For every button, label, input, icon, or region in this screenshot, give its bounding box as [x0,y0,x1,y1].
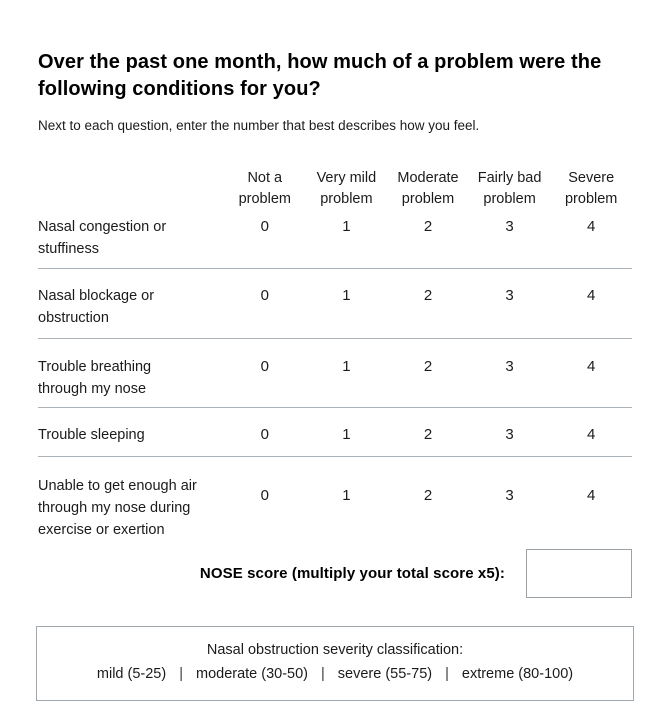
question-label: Unable to get enough air through my nose… [38,478,197,538]
scale-value-3: 3 [505,487,514,504]
scale-value-1: 1 [342,218,351,235]
scale-value-3: 3 [505,426,514,443]
scale-value-4: 4 [587,426,596,443]
column-header-not-a-problem: Not a problem [238,170,291,207]
scale-value-2: 2 [423,487,433,504]
scale-value-1: 1 [342,358,351,375]
question-row: Trouble breathing through my nose 0 1 2 … [38,339,632,408]
scale-value-1: 1 [342,487,351,504]
question-row: Nasal blockage or obstruction 0 1 2 3 4 [38,269,632,339]
question-label: Trouble breathing through my nose [38,359,152,397]
table-header-row: Not a problem Very mild problem Moderate… [38,168,632,210]
classification-box: Nasal obstruction severity classificatio… [36,626,634,701]
column-header-moderate: Moderate problem [397,170,459,207]
scale-value-4: 4 [587,358,596,375]
scale-value-2: 2 [423,218,433,235]
level-separator: | [445,666,449,682]
scale-value-4: 4 [587,218,596,235]
scale-value-1: 1 [342,287,351,304]
scale-value-2: 2 [423,287,433,304]
level-separator: | [179,666,183,682]
symptom-rating-table: Not a problem Very mild problem Moderate… [38,168,632,541]
column-header-very-mild: Very mild problem [316,170,377,207]
question-label: Trouble sleeping [38,427,145,443]
question-row: Trouble sleeping 0 1 2 3 4 [38,408,632,457]
nose-score-label: NOSE score (multiply your total score x5… [199,565,505,582]
classification-level-mild: mild (5-25) [96,666,167,682]
scale-value-0: 0 [260,426,269,443]
scale-value-0: 0 [260,358,269,375]
scale-value-1: 1 [342,426,351,443]
form-instructions: Next to each question, enter the number … [38,118,480,133]
scale-value-0: 0 [260,287,269,304]
nose-score-section: NOSE score (multiply your total score x5… [38,549,632,598]
classification-title: Nasal obstruction severity classificatio… [206,642,464,658]
scale-value-0: 0 [260,487,269,504]
scale-value-2: 2 [423,358,433,375]
scale-value-4: 4 [587,287,596,304]
form-title: Over the past one month, how much of a p… [38,51,602,100]
classification-level-moderate: moderate (30-50) [195,666,309,682]
scale-value-0: 0 [260,218,269,235]
column-header-fairly-bad: Fairly bad problem [477,170,542,207]
question-label: Nasal blockage or obstruction [38,288,155,326]
scale-value-4: 4 [587,487,596,504]
question-row: Unable to get enough air through my nose… [38,457,632,541]
column-header-severe: Severe problem [564,170,618,207]
scale-value-3: 3 [505,358,514,375]
question-label: Nasal congestion or stuffiness [38,219,167,257]
scale-value-2: 2 [423,426,433,443]
classification-level-extreme: extreme (80-100) [461,666,574,682]
level-separator: | [321,666,325,682]
classification-levels: mild (5-25) | moderate (30-50) | severe (55-… [47,663,623,685]
nose-score-input[interactable] [526,549,632,598]
scale-value-3: 3 [505,218,514,235]
scale-value-3: 3 [505,287,514,304]
page-content: Over the past one month, how much of a p… [36,51,634,701]
question-row: Nasal congestion or stuffiness 0 1 2 3 4 [38,210,632,269]
classification-level-severe: severe (55-75) [337,666,433,682]
